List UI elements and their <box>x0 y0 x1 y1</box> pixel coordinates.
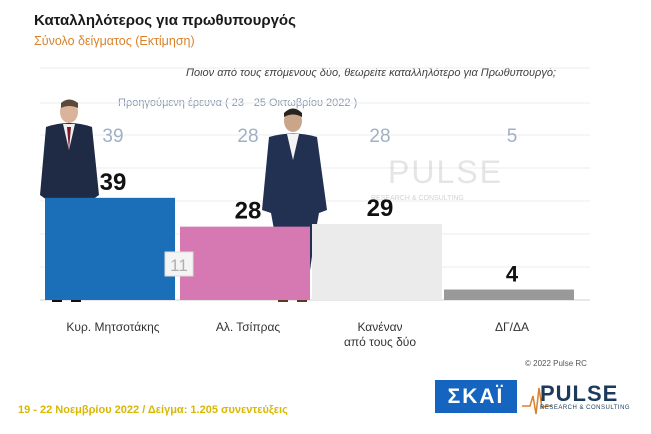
category-label-2-1: από τους δύο <box>344 335 416 349</box>
previous-value-3: 5 <box>507 126 518 147</box>
pulse-watermark-sub: RESEARCH & CONSULTING <box>371 195 464 202</box>
chart-subtitle: Σύνολο δείγματος (Εκτίμηση) <box>34 34 195 48</box>
value-label-3: 4 <box>506 262 519 287</box>
previous-value-2: 28 <box>369 126 390 147</box>
pulse-watermark: PULSE <box>388 154 503 190</box>
value-label-0: 39 <box>100 169 127 196</box>
bar-0 <box>45 197 175 300</box>
pulse-logo-sub: RESEARCH & CONSULTING <box>540 405 631 411</box>
survey-question: Ποιον από τους επόμενους δύο, θεωρείτε κ… <box>186 67 556 79</box>
data-labels: 39 39 Κυρ. Μητσοτάκης 28 28 Αλ. Τσίπρας 29 28 Κα… <box>66 126 529 349</box>
chart-title: Καταλληλότερος για πρωθυπουργός <box>34 12 296 29</box>
bar-2 <box>312 224 442 300</box>
pulse-logo: PULSE <box>540 381 619 406</box>
survey-footer: 19 - 22 Νοεμβρίου 2022 / Δείγμα: 1.205 σ… <box>18 404 288 416</box>
bars <box>45 197 574 300</box>
skai-logo: ΣΚΑΪ <box>435 380 517 413</box>
bar-1 <box>180 226 310 300</box>
category-label-1-0: Αλ. Τσίπρας <box>216 320 281 334</box>
difference-badge <box>164 251 194 277</box>
category-label-3-0: ΔΓ/ΔΑ <box>495 320 529 334</box>
bar-3 <box>444 289 574 300</box>
pulse-logo-icon <box>522 387 552 415</box>
previous-value-1: 28 <box>237 126 258 147</box>
copyright-note: © 2022 Pulse RC <box>525 359 587 368</box>
value-label-1: 28 <box>235 198 262 225</box>
category-label-2-0: Κανέναν <box>357 320 402 334</box>
difference-value: 11 <box>170 256 188 275</box>
category-label-0-0: Κυρ. Μητσοτάκης <box>66 320 159 334</box>
value-label-2: 29 <box>367 195 394 222</box>
previous-value-0: 39 <box>102 126 123 147</box>
